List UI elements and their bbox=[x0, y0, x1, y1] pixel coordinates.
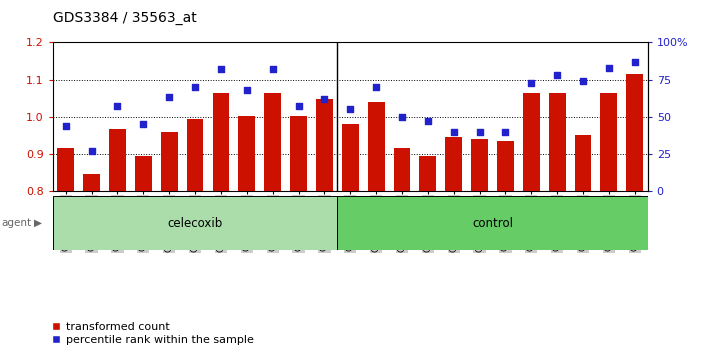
Bar bbox=[239, 116, 255, 354]
Bar bbox=[446, 137, 462, 354]
Point bbox=[189, 84, 201, 90]
Text: ▶: ▶ bbox=[34, 218, 42, 228]
Point bbox=[526, 80, 537, 85]
Point bbox=[603, 65, 615, 70]
Point bbox=[138, 121, 149, 127]
Bar bbox=[367, 102, 384, 354]
Point bbox=[215, 67, 227, 72]
Point bbox=[345, 107, 356, 112]
Legend: transformed count, percentile rank within the sample: transformed count, percentile rank withi… bbox=[51, 322, 253, 345]
Point bbox=[396, 114, 408, 120]
Text: control: control bbox=[472, 217, 513, 229]
Bar bbox=[53, 196, 337, 250]
Point bbox=[370, 84, 382, 90]
Bar bbox=[264, 93, 281, 354]
Point bbox=[474, 129, 485, 135]
Point bbox=[448, 129, 459, 135]
Bar bbox=[420, 156, 436, 354]
Bar bbox=[187, 119, 203, 354]
Point bbox=[319, 96, 330, 102]
Bar bbox=[574, 136, 591, 354]
Text: celecoxib: celecoxib bbox=[168, 217, 222, 229]
Point bbox=[293, 104, 304, 109]
Point bbox=[112, 104, 123, 109]
Point bbox=[551, 72, 562, 78]
Bar bbox=[109, 129, 126, 354]
Bar bbox=[601, 93, 617, 354]
Text: GDS3384 / 35563_at: GDS3384 / 35563_at bbox=[53, 11, 196, 25]
Bar bbox=[337, 196, 648, 250]
Bar bbox=[548, 93, 565, 354]
Point bbox=[267, 67, 278, 72]
Point bbox=[422, 119, 434, 124]
Bar bbox=[627, 74, 643, 354]
Point bbox=[86, 148, 97, 154]
Bar bbox=[213, 93, 230, 354]
Bar bbox=[523, 93, 540, 354]
Point bbox=[500, 129, 511, 135]
Bar bbox=[342, 124, 358, 354]
Point bbox=[241, 87, 253, 93]
Text: agent: agent bbox=[1, 218, 32, 228]
Bar bbox=[290, 116, 307, 354]
Bar bbox=[394, 148, 410, 354]
Bar bbox=[161, 132, 177, 354]
Bar bbox=[83, 175, 100, 354]
Point bbox=[60, 123, 71, 129]
Bar bbox=[316, 99, 333, 354]
Point bbox=[577, 78, 589, 84]
Bar bbox=[135, 156, 152, 354]
Point bbox=[163, 95, 175, 100]
Point bbox=[629, 59, 641, 65]
Bar bbox=[471, 139, 488, 354]
Bar bbox=[57, 148, 74, 354]
Bar bbox=[497, 141, 514, 354]
